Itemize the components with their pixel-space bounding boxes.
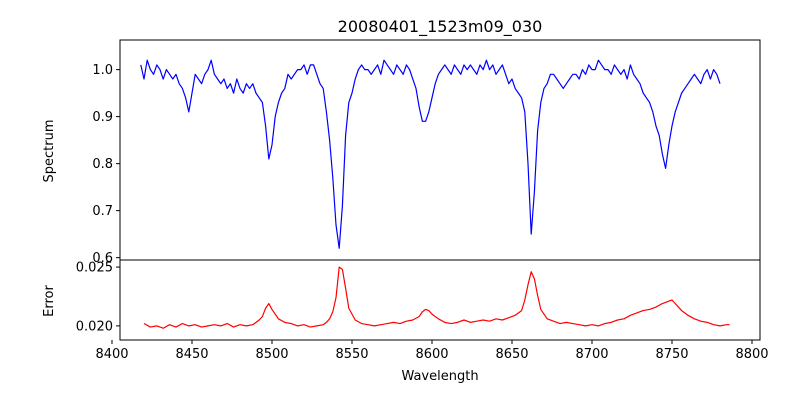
x-tick-label: 8550 [335,347,368,362]
x-tick-label: 8600 [415,347,448,362]
x-tick-label: 8750 [655,347,688,362]
spectrum-y-tick-label: 0.8 [92,157,113,172]
x-tick-label: 8700 [575,347,608,362]
spectrum-y-tick-label: 0.9 [92,110,113,125]
x-tick-label: 8400 [95,347,128,362]
spectrum-y-tick-label: 1.0 [92,63,113,78]
error-axes-frame [119,259,761,341]
x-tick-label: 8800 [735,347,768,362]
spectrum-series-line [140,59,721,249]
x-axis-label: Wavelength [401,369,478,384]
error-y-tick-label: 0.025 [76,261,113,276]
x-tick-label: 8450 [175,347,208,362]
error-y-tick-label: 0.020 [76,319,113,334]
x-tick-label: 8650 [495,347,528,362]
error-series-line [143,266,730,329]
spectrum-y-tick-label: 0.7 [92,204,113,219]
spectrum-y-tick-label: 0.6 [92,251,113,266]
chart-title: 20080401_1523m09_030 [338,17,543,37]
spectrum-y-axis-label: Spectrum [42,120,57,183]
error-panel: 0.020 0.025 8400 8450 8500 8550 8600 8650 8700 87… [76,259,769,362]
error-y-axis-label: Error [42,285,57,317]
x-tick-label: 8500 [255,347,288,362]
